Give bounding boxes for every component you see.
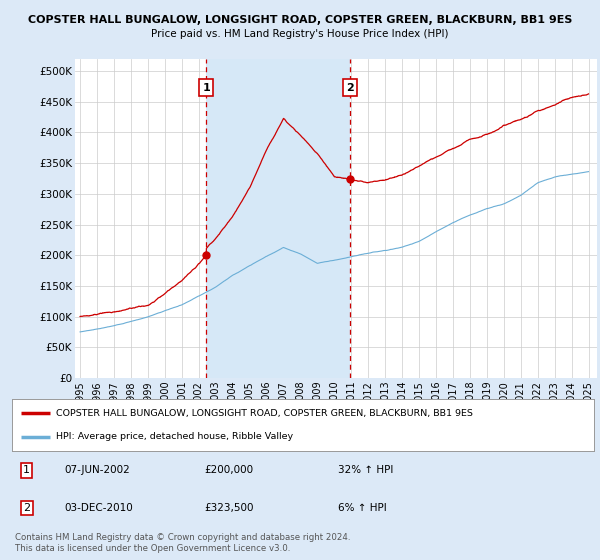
Text: 07-JUN-2002: 07-JUN-2002 <box>64 465 130 475</box>
Text: HPI: Average price, detached house, Ribble Valley: HPI: Average price, detached house, Ribb… <box>56 432 293 441</box>
Text: 6% ↑ HPI: 6% ↑ HPI <box>338 503 386 513</box>
Text: 1: 1 <box>23 465 30 475</box>
Text: Contains HM Land Registry data © Crown copyright and database right 2024.
This d: Contains HM Land Registry data © Crown c… <box>15 533 350 553</box>
Text: £200,000: £200,000 <box>204 465 253 475</box>
Text: 2: 2 <box>346 82 354 92</box>
Text: 2: 2 <box>23 503 30 513</box>
Text: COPSTER HALL BUNGALOW, LONGSIGHT ROAD, COPSTER GREEN, BLACKBURN, BB1 9ES: COPSTER HALL BUNGALOW, LONGSIGHT ROAD, C… <box>28 15 572 25</box>
Text: 03-DEC-2010: 03-DEC-2010 <box>64 503 133 513</box>
Text: 32% ↑ HPI: 32% ↑ HPI <box>338 465 393 475</box>
Bar <box>206 59 350 378</box>
Text: £323,500: £323,500 <box>204 503 254 513</box>
Text: Price paid vs. HM Land Registry's House Price Index (HPI): Price paid vs. HM Land Registry's House … <box>151 29 449 39</box>
Text: 1: 1 <box>202 82 210 92</box>
Text: COPSTER HALL BUNGALOW, LONGSIGHT ROAD, COPSTER GREEN, BLACKBURN, BB1 9ES: COPSTER HALL BUNGALOW, LONGSIGHT ROAD, C… <box>56 409 473 418</box>
